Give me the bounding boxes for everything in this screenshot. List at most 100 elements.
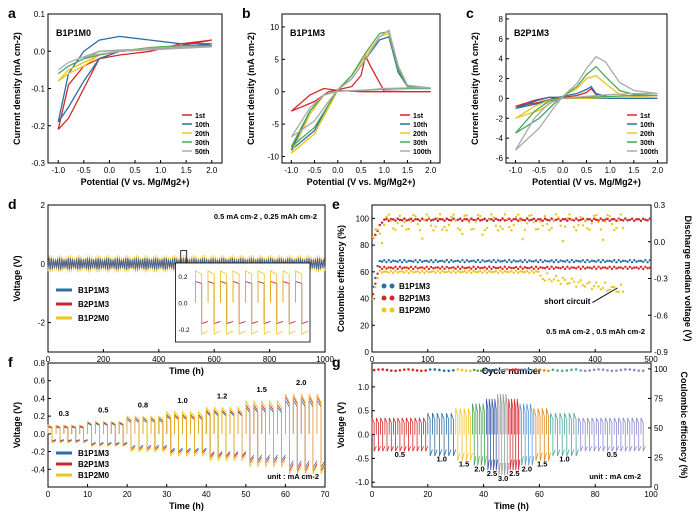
panel-e-mv-point-B1P1M3: [516, 260, 520, 263]
panel-f-xtick-label: 30: [162, 490, 171, 499]
panel-e-ce-point-B2P1M3: [635, 218, 638, 221]
panel-e-mv-point-B1P1M3: [429, 258, 433, 262]
panel-e-mv-point-B1P2M0: [619, 283, 623, 286]
panel-e-mv-point-B1P1M3: [403, 258, 406, 262]
panel-e-ce-point-B2P1M3: [615, 219, 618, 222]
panel-e-ce-point-B2P1M3: [528, 219, 531, 222]
panel-a-ytick-label: 0.1: [34, 10, 46, 19]
panel-e-mv-point-B2P1M3: [438, 267, 442, 270]
panel-a-xtick-label: 0.5: [129, 166, 141, 175]
panel-e-mv-point-B1P1M3: [474, 260, 477, 264]
panel-e-mv-point-B1P2M0: [450, 271, 453, 274]
panel-e-mv-point-B1P2M0: [474, 270, 477, 274]
panel-e-legend-swatch: [389, 295, 395, 301]
panel-e-mv-point-B2P1M3: [394, 265, 397, 269]
panel-e-mv-point-B1P1M3: [499, 260, 502, 263]
panel-e-ce-point-B2P1M3: [619, 218, 623, 222]
panel-e-ce-point-B1P2M0: [590, 222, 594, 225]
panel-e-ce-point-B2P1M3: [510, 219, 513, 222]
panel-e-ce-point-B1P2M0: [548, 228, 551, 232]
panel-c-xtick-label: 1.5: [628, 166, 640, 175]
panel-e-ce-point-B2P1M3: [387, 219, 390, 222]
panel-e-mv-point-B2P1M3: [425, 265, 428, 268]
panel-e-ce-point-B2P1M3: [561, 218, 565, 221]
panel-e-mv-point-B1P1M3: [586, 258, 589, 262]
panel-e-ce-point-B1P2M0: [510, 229, 513, 232]
panel-e-mv-point-B1P2M0: [516, 271, 520, 274]
panel-e-mv-point-B1P1M3: [492, 258, 495, 262]
panel-e-mv-point-B1P1M3: [389, 260, 393, 264]
panel-e-ce-point-B2P1M3: [398, 218, 402, 222]
panel-e-annotation: 0.5 mA cm-2 , 0.5 mAh cm-2: [546, 327, 645, 336]
panel-e-ce-point-B2P1M3: [501, 217, 504, 220]
panel-e-mv-point-B2P1M3: [523, 266, 527, 269]
panel-e-mv-point-B1P1M3: [476, 258, 480, 262]
panel-a-xtick-label: -1.0: [51, 166, 65, 175]
panel-e-ce-point-B1P2M0: [516, 213, 520, 216]
panel-g-ce-point: [381, 368, 385, 371]
panel-d-legend-label: B1P2M0: [78, 314, 110, 323]
panel-c-ytick-label: -2: [496, 114, 504, 123]
panel-e-mv-point-B2P1M3: [588, 266, 591, 269]
panel-e-ce-point-B2P1M3: [425, 219, 428, 222]
panel-e-ce-point-B2P1M3: [521, 218, 524, 222]
panel-e-mv-point-B1P2M0: [394, 269, 397, 273]
panel-d-letter: d: [8, 196, 17, 212]
panel-e-mv-point-B2P1M3: [458, 267, 462, 271]
panel-e-mv-point-B1P2M0: [405, 269, 408, 273]
panel-e-mv-point-B1P2M0: [414, 270, 417, 273]
panel-c-xtick-label: 2.0: [652, 166, 664, 175]
panel-e-mv-point-B1P1M3: [552, 260, 556, 264]
panel-e-mv-point-B2P1M3: [583, 267, 587, 270]
panel-g-ce-point: [527, 368, 530, 372]
panel-e-ce-point-B1P2M0: [519, 219, 522, 222]
panel-e-ce-point-B1P2M0: [398, 214, 402, 217]
panel-e-ce-point-B2P1M3: [512, 218, 515, 221]
panel-g-ce-point: [402, 368, 406, 371]
panel-d-ylabel: Voltage (V): [12, 255, 22, 301]
panel-g-ce-point: [523, 368, 527, 371]
panel-e-mv-point-B1P1M3: [608, 259, 611, 263]
panel-g-ytick-label: 0.5: [358, 407, 370, 416]
panel-e-mv-point-B1P1M3: [380, 260, 384, 263]
panel-e-ce-point-B1P2M0: [456, 227, 460, 230]
panel-e-ce-point-B2P1M3: [588, 218, 591, 221]
panel-e-ce-point-B2P1M3: [541, 219, 544, 222]
panel-e-ytick-label: 100: [356, 214, 370, 223]
panel-e-ce-point-B2P1M3: [530, 218, 533, 222]
panel-e-mv-point-B2P1M3: [467, 266, 471, 269]
panel-e-mv-point-B1P1M3: [626, 260, 629, 263]
panel-e-ce-point-B2P1M3: [414, 217, 417, 221]
panel-e-mv-point-B1P2M0: [570, 277, 573, 280]
panel-e-mv-point-B2P1M3: [604, 266, 607, 269]
panel-e-ce-point-B2P1M3: [599, 217, 602, 220]
panel-e-ce-point-B1P2M0: [561, 239, 565, 243]
panel-e-mv-point-B1P2M0: [577, 281, 580, 284]
panel-d-frame: [47, 204, 326, 353]
panel-g-rate-label: 2.0: [474, 464, 484, 473]
panel-e-mv-point-B2P1M3: [418, 266, 422, 269]
panel-e-ce-point-B1P2M0: [416, 222, 419, 226]
panel-e-ce-point-B2P1M3: [626, 219, 629, 222]
panel-d-legend-label: B2P1M3: [78, 300, 110, 309]
panel-e-ce-point-B2P1M3: [621, 219, 625, 222]
panel-e-ce-point-B1P2M0: [483, 228, 486, 232]
panel-e-ce-point-B1P2M0: [452, 213, 455, 216]
panel-e-y2tick-label: 0.3: [654, 201, 666, 210]
panel-e-ce-point-B1P2M0: [443, 225, 446, 229]
panel-e-mv-point-B1P2M0: [508, 270, 511, 274]
panel-e-ce-point-B1P2M0: [385, 215, 388, 219]
panel-e-mv-point-B1P1M3: [496, 259, 500, 262]
panel-g-ce-point: [570, 368, 573, 372]
panel-e-ce-point-B2P1M3: [476, 217, 480, 220]
panel-e-mv-point-B1P1M3: [543, 259, 547, 262]
panel-e-mv-point-B1P2M0: [532, 271, 536, 274]
panel-e-ce-point-B1P2M0: [566, 217, 569, 220]
panel-e-mv-point-B1P1M3: [519, 259, 522, 262]
panel-e-mv-point-B1P1M3: [537, 260, 540, 264]
panel-e-ce-point-B1P2M0: [492, 216, 495, 219]
panel-e-mv-point-B1P2M0: [546, 272, 549, 275]
panel-g-ce-point: [551, 368, 555, 372]
panel-g-ce-point: [456, 368, 460, 371]
panel-e-mv-point-B2P1M3: [566, 265, 569, 268]
